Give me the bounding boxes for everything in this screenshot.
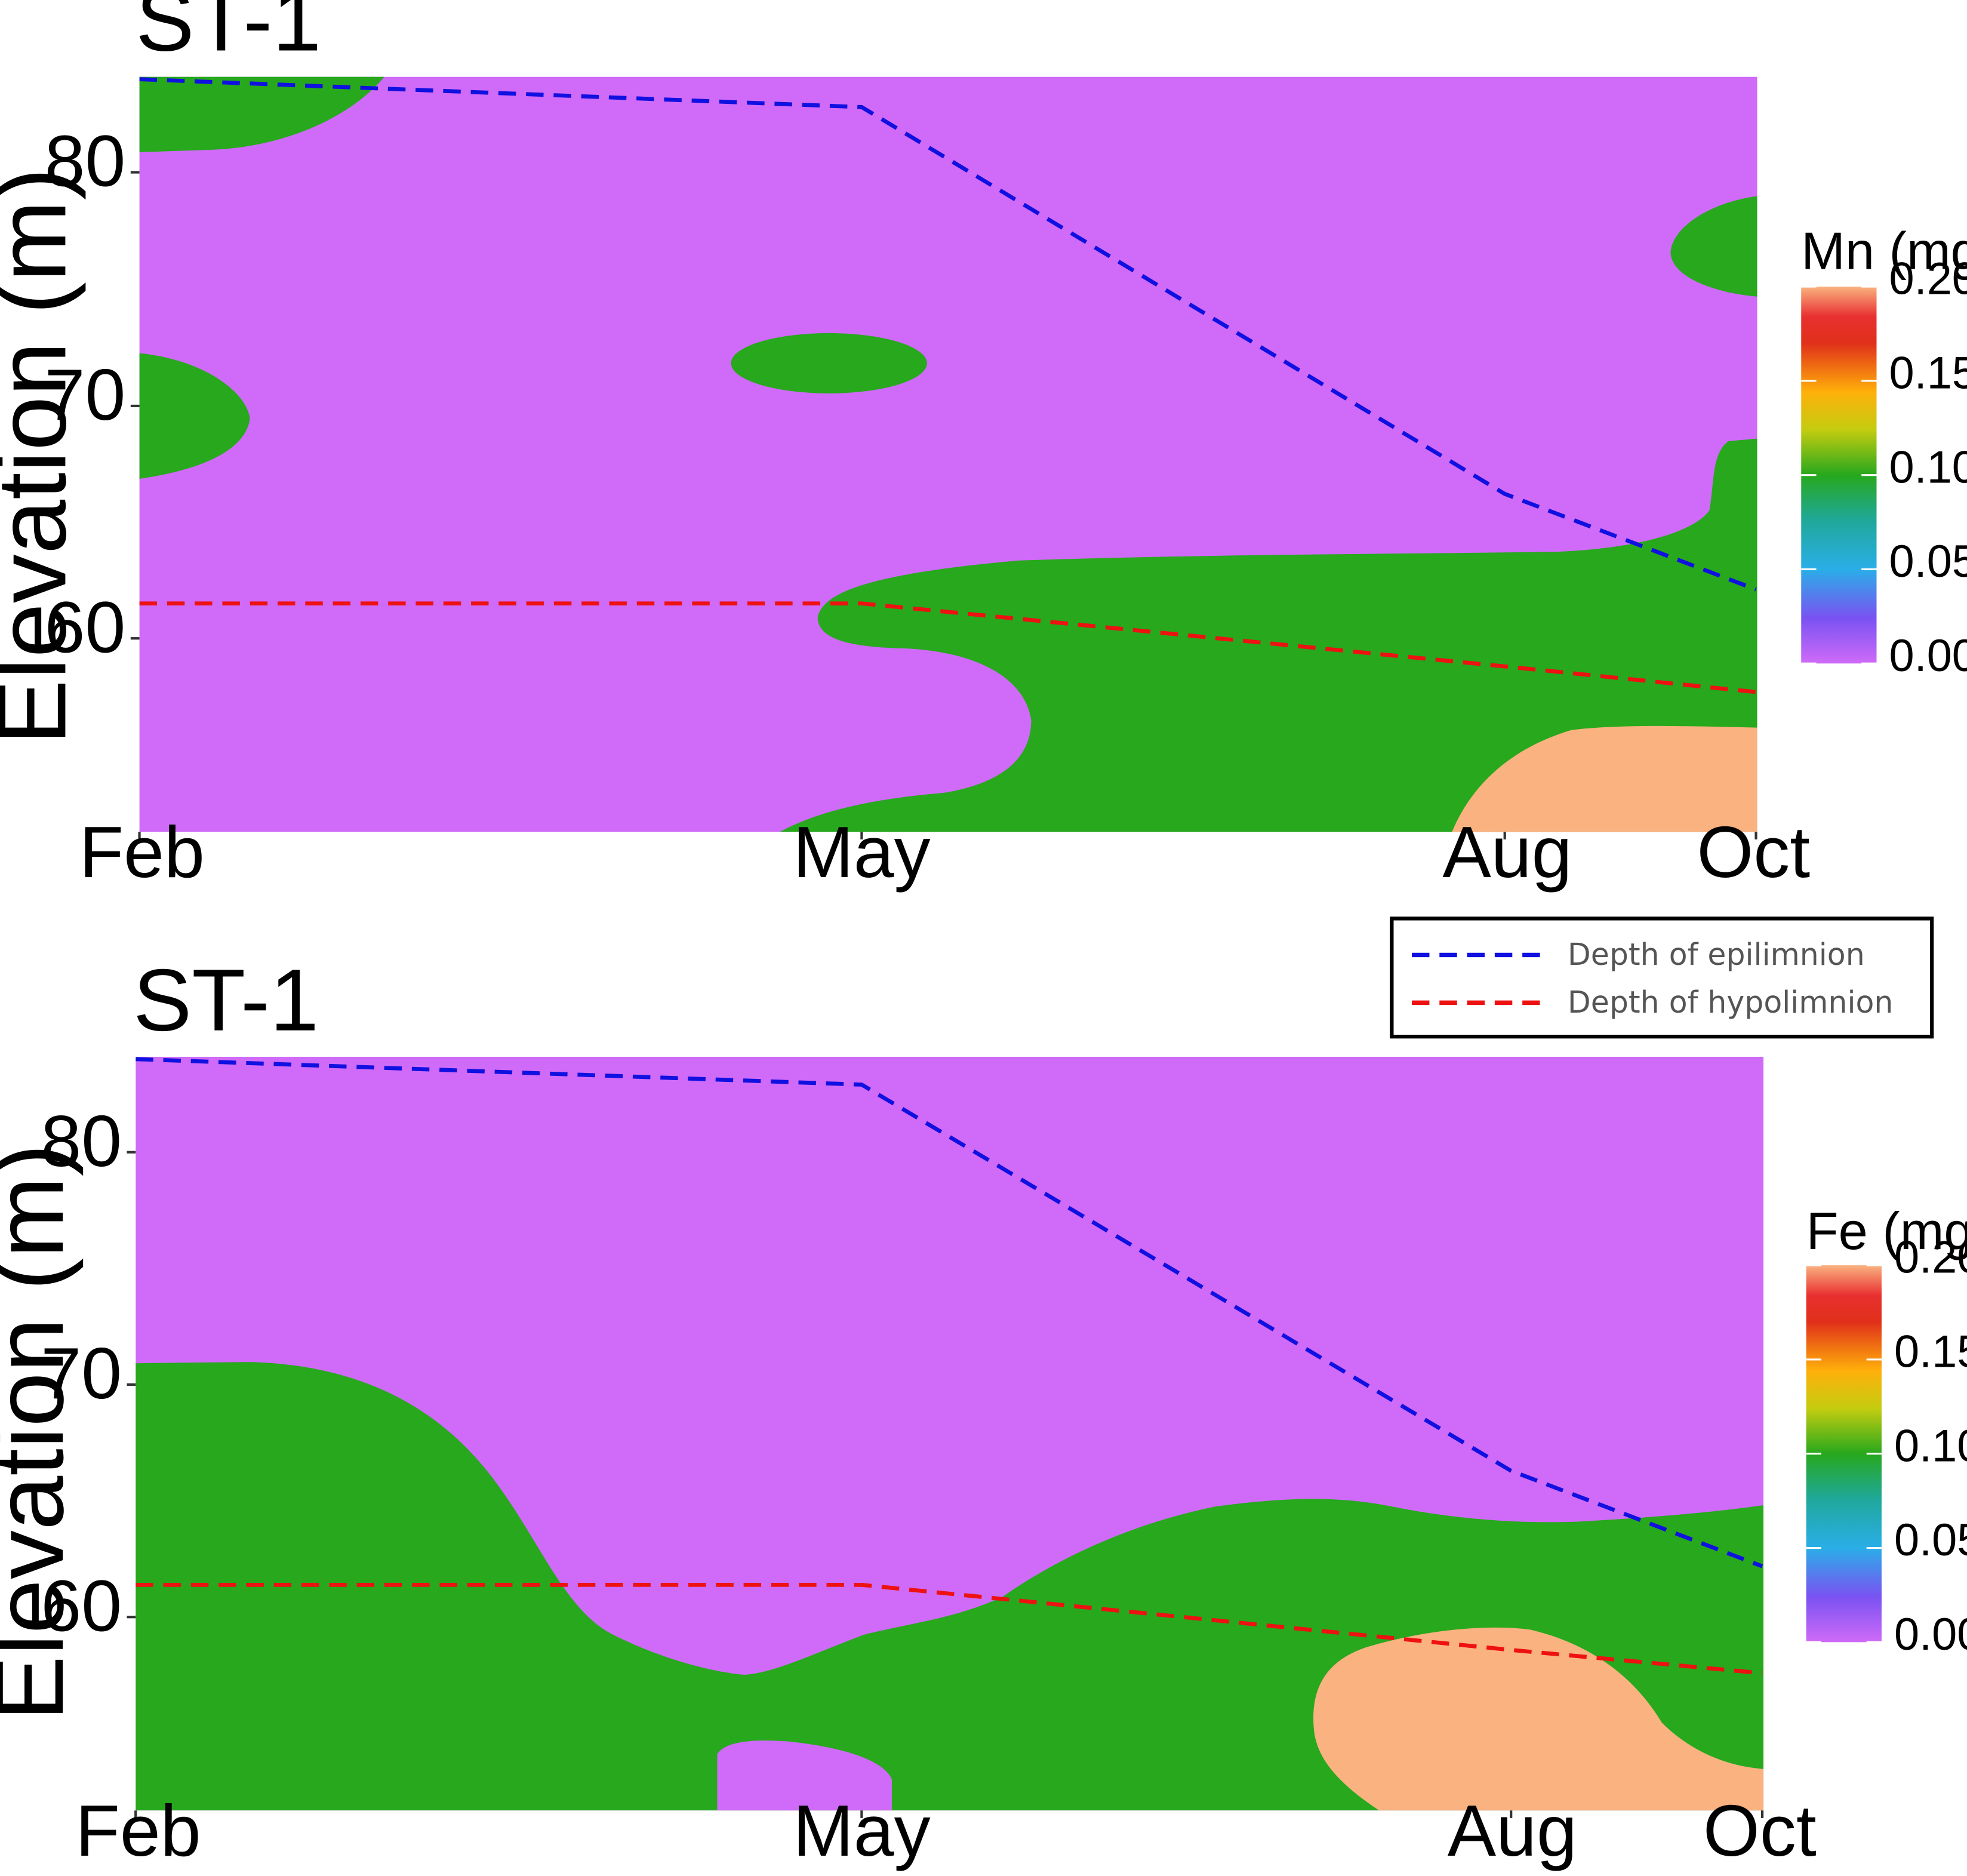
fe-y-tick-label-60: 60 [41,1565,122,1646]
fe-x-tick-label-feb: Feb [75,1790,201,1871]
mn-zone-mid-feb-middle [139,353,250,479]
mn-colorbar-label-005: 0.05 [1889,536,1967,587]
fe-colorbar-title: Fe (mg/L) [1806,1201,1967,1260]
fe-zone-low-inner [717,1740,892,1811]
mn-x-tick-label-may: May [793,811,931,893]
fe-y-axis-label: Elevation (m) [0,1144,84,1721]
fe-hypolimnion-line [136,1583,1763,1675]
mn-x-tick-label-oct: Oct [1697,811,1810,893]
mn-colorbar-label-000: 0.00 [1889,631,1967,681]
mn-zone-mid-feb-top [139,76,384,152]
mn-x-tick-label-aug: Aug [1442,811,1572,893]
fe-x-tick-label-oct: Oct [1703,1790,1817,1871]
mn-zone-mid-bottom [780,438,1757,832]
mn-hypolimnion-line [139,601,1756,694]
fe-colorbar-label-020: 0.20 [1894,1232,1967,1283]
legend-epilimnion-label: Depth of epilimnion [1568,937,1865,972]
legend-box [1390,917,1934,1039]
mn-colorbar-label-020: 0.20 [1889,254,1967,305]
fe-plot-area [136,1056,1764,1811]
mn-y-tick-label-60: 60 [45,586,126,668]
mn-x-tick-label-feb: Feb [79,811,205,893]
mn-colorbar-label-015: 0.15 [1889,347,1967,398]
mn-epilimnion-line [139,77,1757,592]
mn-colorbar-ticks [1801,285,1877,665]
fe-panel: ST-1 Elevation (m) 80 70 60 Feb May Aug … [0,952,1967,1871]
mn-y-tick-label-80: 80 [45,121,126,202]
fe-x-tick-label-may: May [793,1790,931,1871]
fe-colorbar-ticks [1806,1264,1882,1643]
mn-panel: ST-1 Elevation (m) 80 70 60 Feb May Aug … [0,0,1967,893]
mn-colorbar-label-010: 0.10 [1889,442,1967,493]
fe-y-tick-label-80: 80 [41,1100,122,1182]
legend: Depth of epilimnion Depth of hypolimnion [1390,917,1934,1039]
fe-y-tick-label-70: 70 [41,1333,122,1414]
mn-zone-mid-oct [1670,196,1757,297]
mn-y-tick-label-70: 70 [45,354,126,435]
fe-x-tick-label-aug: Aug [1448,1790,1577,1871]
mn-plot-area [139,76,1757,832]
fe-epilimnion-line [136,1057,1763,1569]
fe-colorbar-label-010: 0.10 [1894,1420,1967,1471]
mn-y-axis-label: Elevation (m) [0,168,86,745]
mn-zone-high-bottom [1452,725,1757,832]
fe-colorbar-label-000: 0.00 [1894,1609,1967,1660]
mn-colorbar-title: Mn (mg/L) [1801,222,1967,281]
fe-colorbar-label-005: 0.05 [1894,1515,1967,1566]
mn-zone-mid-apr [731,333,927,393]
mn-panel-title: ST-1 [136,0,321,69]
fe-colorbar-label-015: 0.15 [1894,1327,1967,1377]
legend-hypolimnion-label: Depth of hypolimnion [1568,985,1893,1020]
fe-zone-high-bottom [1313,1627,1764,1811]
fe-panel-title: ST-1 [133,952,319,1050]
